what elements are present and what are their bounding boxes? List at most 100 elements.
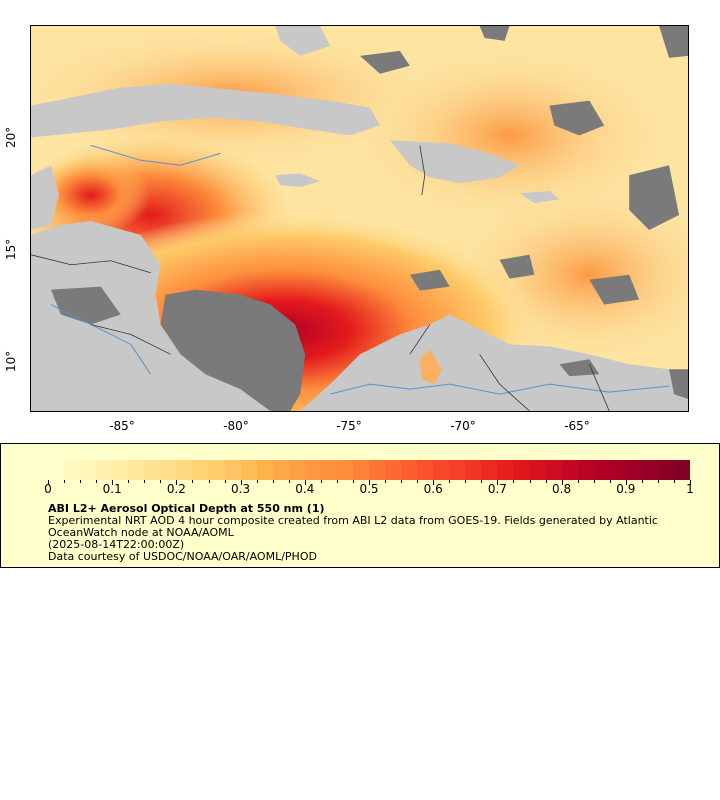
colorbar-tick xyxy=(48,480,49,485)
y-tick-label: 10° xyxy=(4,350,18,372)
colorbar-tick xyxy=(320,480,322,483)
y-tick-label: 20° xyxy=(4,126,18,148)
colorbar-swatch xyxy=(256,460,273,480)
colorbar-swatch xyxy=(577,460,594,480)
colorbar-label: 0.7 xyxy=(487,482,507,496)
colorbar-tick xyxy=(208,480,210,483)
legend-description-text: Experimental NRT AOD 4 hour composite cr… xyxy=(48,514,658,539)
colorbar xyxy=(48,460,690,480)
colorbar-swatch xyxy=(64,460,81,480)
colorbar-tick xyxy=(385,480,387,483)
colorbar-swatch xyxy=(80,460,97,480)
colorbar-swatch xyxy=(497,460,514,480)
colorbar-tick xyxy=(625,480,627,485)
legend-panel: ABI L2+ Aerosol Optical Depth at 550 nm … xyxy=(0,443,720,568)
colorbar-tick xyxy=(272,480,274,483)
colorbar-tick xyxy=(64,480,66,483)
colorbar-swatch xyxy=(288,460,305,480)
colorbar-swatch xyxy=(545,460,562,480)
colorbar-swatch xyxy=(208,460,225,480)
colorbar-ticks xyxy=(48,480,691,486)
colorbar-swatch xyxy=(320,460,337,480)
legend-timestamp: (2025-08-14T22:00:00Z) xyxy=(48,538,185,551)
colorbar-swatch xyxy=(513,460,530,480)
x-tick-label: -65° xyxy=(564,419,590,433)
colorbar-label: 0.6 xyxy=(423,482,443,496)
colorbar-swatch xyxy=(304,460,321,480)
colorbar-label: 0.5 xyxy=(359,482,379,496)
colorbar-tick xyxy=(657,480,659,483)
colorbar-tick xyxy=(176,480,178,485)
colorbar-tick xyxy=(369,480,370,485)
colorbar-label: 0.3 xyxy=(231,482,251,496)
colorbar-tick xyxy=(593,480,595,483)
colorbar-swatch xyxy=(384,460,402,480)
colorbar-swatch xyxy=(417,460,434,480)
colorbar-tick xyxy=(497,480,499,485)
colorbar-swatch xyxy=(481,460,498,480)
colorbar-swatch xyxy=(368,460,385,480)
colorbar-label: 1 xyxy=(686,482,694,496)
colorbar-swatch xyxy=(192,460,209,480)
colorbar-tick xyxy=(80,480,82,483)
colorbar-label: 0.4 xyxy=(295,482,315,496)
y-tick-label: 15° xyxy=(4,238,18,260)
colorbar-tick xyxy=(240,480,242,485)
colorbar-label: 0.9 xyxy=(616,482,636,496)
colorbar-swatch xyxy=(352,460,369,480)
aod-map xyxy=(30,25,689,412)
colorbar-tick xyxy=(144,480,146,483)
colorbar-tick xyxy=(609,480,611,483)
colorbar-tick xyxy=(160,480,162,483)
colorbar-swatch xyxy=(272,460,289,480)
legend-description: Experimental NRT AOD 4 hour composite cr… xyxy=(48,515,698,563)
colorbar-label: 0.8 xyxy=(552,482,572,496)
aod-map-image xyxy=(31,26,688,411)
colorbar-swatch xyxy=(625,460,642,480)
colorbar-tick xyxy=(128,480,130,483)
colorbar-tick xyxy=(561,480,563,485)
colorbar-label: 0.2 xyxy=(166,482,186,496)
x-tick-label: -80° xyxy=(223,419,249,433)
colorbar-tick xyxy=(481,480,483,483)
colorbar-swatch xyxy=(401,460,418,480)
colorbar-swatch xyxy=(641,460,658,480)
colorbar-tick xyxy=(304,480,306,485)
colorbar-swatch xyxy=(128,460,145,480)
colorbar-swatch xyxy=(224,460,241,480)
colorbar-swatch xyxy=(673,460,690,480)
x-tick-label: -75° xyxy=(336,419,362,433)
x-tick-label: -70° xyxy=(450,419,476,433)
colorbar-swatch xyxy=(160,460,177,480)
colorbar-swatch xyxy=(561,460,578,480)
colorbar-tick xyxy=(529,480,531,483)
colorbar-tick xyxy=(352,480,354,483)
colorbar-tick xyxy=(288,480,290,483)
colorbar-swatch xyxy=(465,460,482,480)
colorbar-tick xyxy=(433,480,435,485)
colorbar-label: 0.1 xyxy=(102,482,122,496)
colorbar-tick xyxy=(224,480,226,483)
colorbar-swatch xyxy=(112,460,129,480)
colorbar-tick xyxy=(112,480,114,485)
colorbar-tick xyxy=(256,480,258,483)
colorbar-tick xyxy=(465,480,467,483)
colorbar-swatch xyxy=(240,460,257,480)
colorbar-tick xyxy=(513,480,515,483)
colorbar-tick xyxy=(192,480,194,483)
colorbar-tick xyxy=(545,480,547,483)
colorbar-tick xyxy=(96,480,98,483)
colorbar-tick xyxy=(417,480,419,483)
colorbar-swatch xyxy=(176,460,193,480)
colorbar-tick xyxy=(673,480,675,483)
colorbar-swatch xyxy=(529,460,546,480)
colorbar-tick xyxy=(336,480,338,483)
colorbar-tick xyxy=(401,480,403,483)
colorbar-tick xyxy=(577,480,579,483)
x-tick-label: -85° xyxy=(109,419,135,433)
colorbar-tick xyxy=(690,480,691,485)
legend-title: ABI L2+ Aerosol Optical Depth at 550 nm … xyxy=(48,502,325,515)
colorbar-swatch xyxy=(609,460,626,480)
colorbar-swatch xyxy=(48,460,65,480)
legend-credit: Data courtesy of USDOC/NOAA/OAR/AOML/PHO… xyxy=(48,550,317,563)
